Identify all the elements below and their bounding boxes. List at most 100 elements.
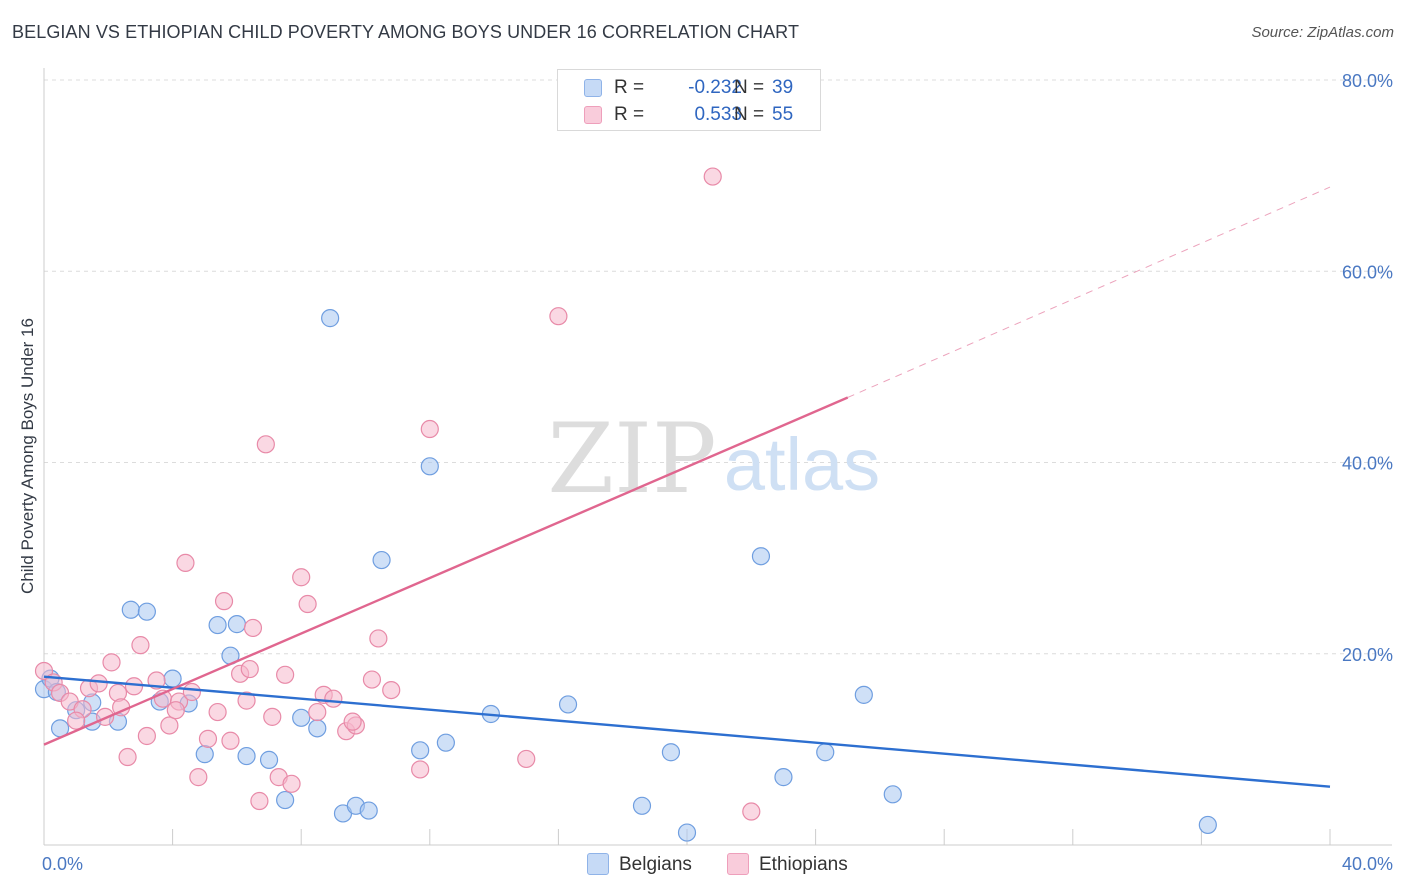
tick-labels: 20.0% 40.0% 60.0% 80.0% 0.0% 40.0%: [42, 71, 1393, 874]
belgian-point: [372, 550, 391, 570]
ethiopian-point: [276, 665, 295, 684]
ethiopian-point: [517, 749, 536, 769]
ethiopian-point: [292, 568, 311, 587]
belgian-point: [195, 745, 214, 764]
belgian-point: [774, 768, 793, 787]
ethiopian-point: [703, 167, 722, 186]
belgian-point: [420, 457, 439, 476]
belgian-point: [816, 743, 835, 762]
belgian-point: [259, 750, 279, 769]
watermark-zip: ZIP: [547, 403, 716, 515]
ethiopian-point: [256, 435, 275, 454]
legend-swatch-belgians: [584, 79, 602, 97]
ethiopian-point: [369, 629, 388, 648]
ethiopian-point: [382, 680, 401, 700]
ethiopian-point: [221, 731, 240, 750]
belgian-point: [163, 669, 182, 688]
bottom-legend-label-ethiopians: Ethiopians: [759, 854, 848, 875]
y-axis-label: Child Poverty Among Boys Under 16: [18, 318, 37, 594]
belgian-point: [751, 547, 771, 566]
ethiopian-point: [240, 659, 259, 679]
belgian-point: [292, 708, 311, 727]
belgian-point: [436, 733, 455, 752]
ethiopian-point: [420, 419, 439, 439]
belgian-point: [121, 600, 140, 619]
legend-n-value: 55: [772, 104, 794, 125]
ethiopian-point: [160, 716, 179, 735]
ethiopian-point: [67, 711, 86, 730]
y-tick-label: 20.0%: [1342, 645, 1393, 665]
chart-source: Source: ZipAtlas.com: [1251, 24, 1394, 41]
legend-n-label: N =: [734, 104, 765, 125]
belgian-point: [1198, 815, 1217, 835]
legend-r-value: 0.533: [694, 104, 742, 125]
data-points: [34, 167, 1217, 842]
legend-n-value: 39: [772, 77, 794, 98]
ethiopian-point: [362, 670, 382, 689]
ethiopian-point: [137, 726, 156, 746]
chart-title: BELGIAN VS ETHIOPIAN CHILD POVERTY AMONG…: [12, 22, 800, 42]
belgian-point: [308, 719, 327, 738]
x-tick-label: 0.0%: [42, 854, 83, 874]
ethiopian-point: [189, 768, 208, 787]
legend-r-value: -0.232: [688, 77, 742, 98]
legend-swatch-ethiopians: [584, 106, 602, 124]
belgian-point: [411, 741, 430, 760]
ethiopian-point: [118, 747, 137, 767]
ethiopian-point: [208, 702, 227, 722]
belgian-point: [632, 796, 652, 815]
ethiopian-point: [124, 677, 144, 696]
legend-r-label: R =: [614, 77, 645, 98]
ethiopian-point: [198, 729, 218, 748]
belgian-point: [208, 615, 227, 635]
gridlines: [44, 79, 1392, 655]
belgian-point: [137, 602, 156, 621]
ethiopian-point: [263, 707, 282, 726]
x-tick-label: 40.0%: [1342, 854, 1393, 874]
y-tick-label: 40.0%: [1342, 454, 1393, 474]
bottom-legend-swatch-belgians: [587, 853, 609, 875]
ethiopian-point: [411, 760, 430, 779]
bottom-legend-label-belgians: Belgians: [619, 854, 692, 875]
ethiopian-point: [282, 774, 301, 793]
belgian-point: [227, 615, 246, 634]
ethiopian-point: [166, 701, 185, 720]
ethiopian-point: [89, 674, 108, 693]
belgian-point: [661, 743, 681, 762]
belgian-point: [677, 823, 697, 842]
y-tick-label: 80.0%: [1342, 71, 1393, 91]
ethiopian-point: [742, 802, 761, 821]
watermark-atlas: atlas: [724, 423, 880, 506]
belgian-point: [237, 746, 256, 766]
ethiopian-point: [182, 682, 201, 702]
ethiopian-point: [237, 691, 256, 710]
ethiopian-point: [324, 689, 343, 708]
legend: R = -0.232 N = 39 R = 0.533 N = 55: [557, 69, 821, 131]
belgian-point: [276, 790, 295, 810]
ethiopian-point: [549, 307, 568, 326]
ethiopian-point: [250, 791, 269, 811]
ethiopian-point: [131, 636, 150, 655]
axes: [43, 68, 1392, 846]
ethiopian-point: [102, 653, 121, 672]
belgian-point: [558, 695, 578, 714]
ethiopian-point: [214, 592, 234, 611]
ethiopian-point: [298, 594, 317, 614]
ethiopian-point: [343, 712, 362, 731]
ethiopian-point: [308, 702, 327, 722]
belgian-point: [359, 801, 378, 820]
ethiopian-trend-extension: [847, 186, 1331, 398]
trend-lines: [43, 186, 1331, 788]
bottom-legend-swatch-ethiopians: [727, 853, 749, 875]
legend-r-label: R =: [614, 104, 645, 125]
belgian-trend-line: [43, 675, 1331, 788]
ethiopian-point: [243, 618, 263, 638]
y-tick-label: 60.0%: [1342, 262, 1393, 282]
belgian-point: [854, 685, 873, 704]
belgian-point: [321, 309, 340, 328]
ethiopian-point: [176, 553, 195, 573]
belgian-point: [883, 785, 902, 804]
legend-n-label: N =: [734, 77, 765, 98]
ethiopian-trend-line: [43, 396, 849, 746]
